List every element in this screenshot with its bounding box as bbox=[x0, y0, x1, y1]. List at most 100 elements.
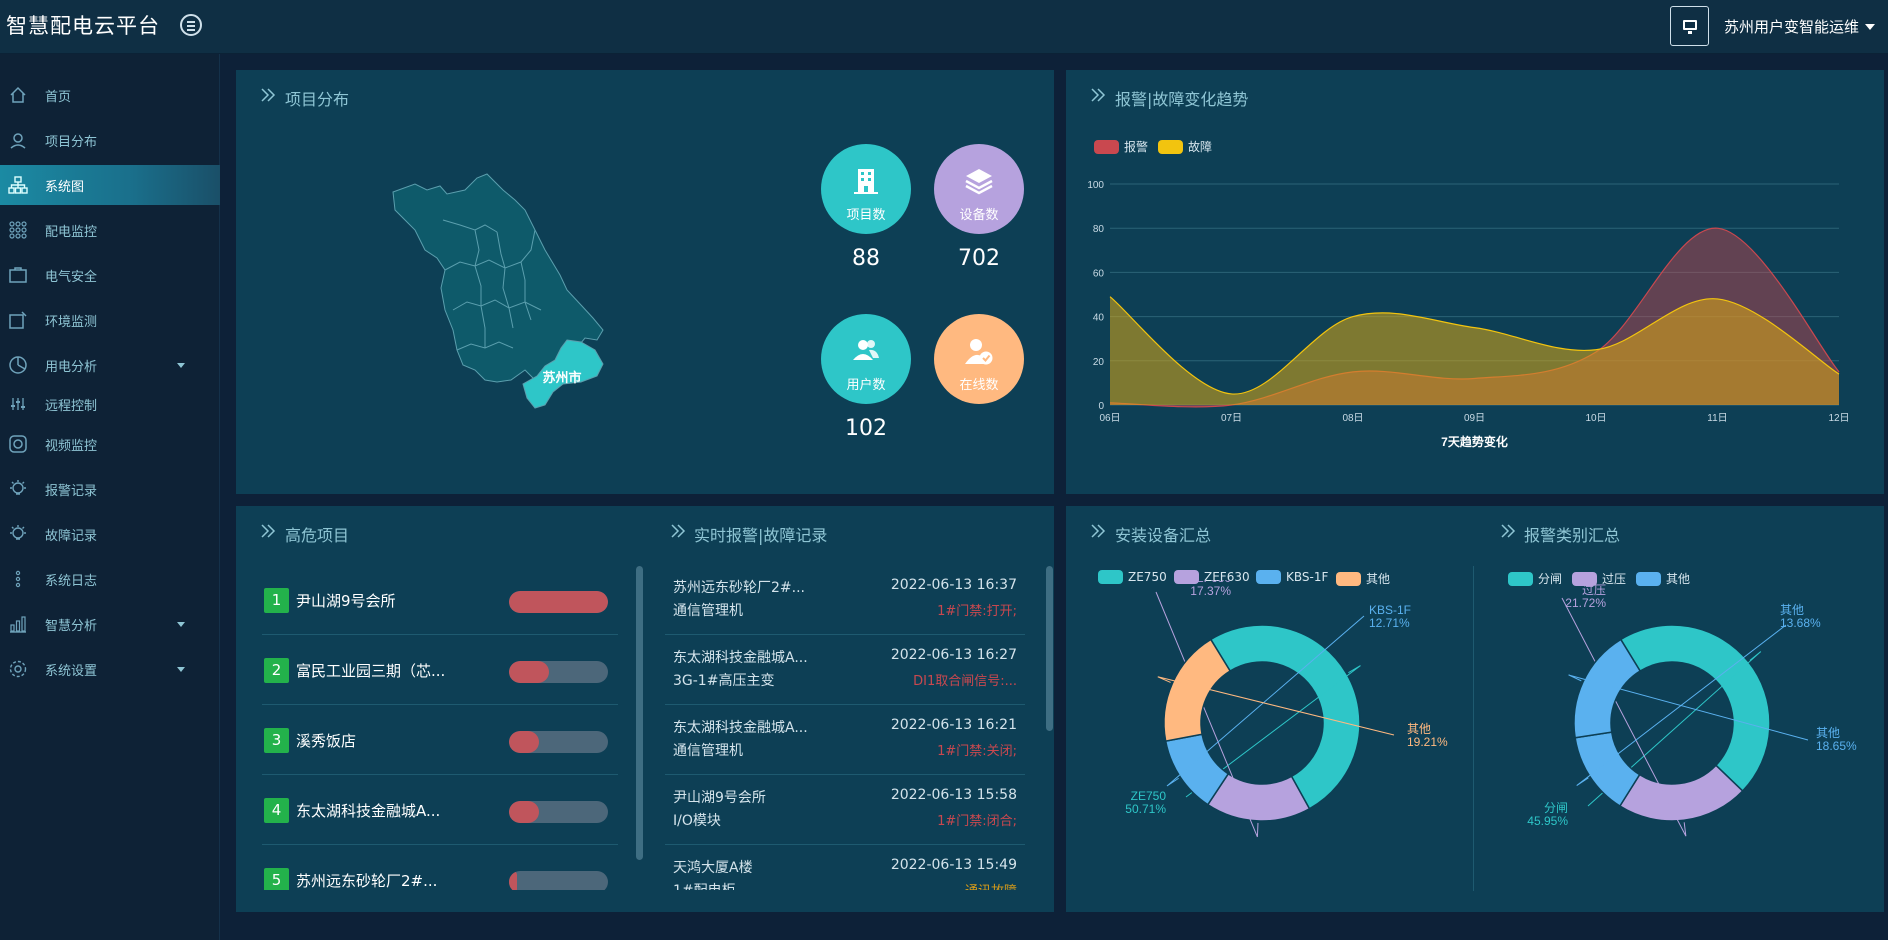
menu-toggle-icon[interactable] bbox=[180, 14, 202, 36]
sidebar-item-video-monitor[interactable]: 视频监控 bbox=[0, 424, 220, 464]
label-leader-line bbox=[1166, 615, 1365, 787]
alarm-status: 1#门禁:闭合; bbox=[937, 814, 1017, 829]
stat-value: 102 bbox=[845, 416, 887, 441]
sidebar-item-smart-analysis[interactable]: 智慧分析 bbox=[0, 604, 220, 644]
risk-level-fill bbox=[509, 801, 539, 823]
sidebar-item-label: 报警记录 bbox=[45, 483, 98, 499]
legend-label: 其他 bbox=[1366, 572, 1391, 586]
donut-slice[interactable] bbox=[1163, 638, 1232, 743]
sidebar-item-power-analysis[interactable]: 用电分析 bbox=[0, 345, 220, 385]
x-tick-label: 12日 bbox=[1828, 413, 1849, 424]
legend-fault[interactable]: 故障 bbox=[1158, 138, 1212, 155]
legend-overvoltage[interactable]: 过压 bbox=[1572, 570, 1626, 587]
sidebar-item-label: 电气安全 bbox=[45, 269, 98, 285]
alarm-status: 1#门禁:关闭; bbox=[937, 744, 1017, 759]
sidebar-item-label: 首页 bbox=[45, 89, 72, 105]
sidebar-item-system-log[interactable]: 系统日志 bbox=[0, 559, 220, 599]
risk-level-fill bbox=[509, 591, 608, 613]
sidebar-item-environment[interactable]: 环境监测 bbox=[0, 300, 220, 340]
legend-swatch bbox=[1256, 570, 1281, 584]
slice-name-label: 过压 bbox=[1582, 583, 1606, 597]
slice-percent-label: 17.37% bbox=[1190, 584, 1231, 598]
project-name: 东太湖科技金融城A... bbox=[296, 802, 441, 820]
legend-zef630[interactable]: ZEF630 bbox=[1174, 570, 1250, 584]
legend-kbs1f[interactable]: KBS-1F bbox=[1256, 570, 1328, 584]
alarm-device: I/O模块 bbox=[673, 813, 721, 829]
sidebar-item-distribution-monitor[interactable]: 配电监控 bbox=[0, 210, 220, 250]
alarm-device: 3G-1#高压主变 bbox=[673, 673, 775, 689]
rank-badge: 3 bbox=[264, 728, 289, 753]
user-check-icon bbox=[965, 339, 993, 365]
list-item[interactable]: 1 尹山湖9号会所 bbox=[262, 565, 618, 635]
sidebar-item-alarm-records[interactable]: 报警记录 bbox=[0, 469, 220, 509]
risk-alarm-lists: 1 尹山湖9号会所 2 富民工业园三期（芯... 3 溪秀饭店 4 东太湖科技金… bbox=[236, 565, 1054, 890]
alarm-status: DI1取合闸信号:... bbox=[913, 674, 1017, 689]
list-item[interactable]: 2 富民工业园三期（芯... bbox=[262, 635, 618, 705]
chevron-down-icon bbox=[177, 362, 185, 368]
alarm-time: 2022-06-13 16:27 bbox=[890, 647, 1017, 663]
donut-slice[interactable] bbox=[1619, 624, 1771, 793]
alarm-record-row[interactable]: 天鸿大厦A楼 1#配电柜 2022-06-13 15:49 通讯故障 bbox=[665, 845, 1025, 890]
sidebar-item-system-settings[interactable]: 系统设置 bbox=[0, 649, 220, 689]
province-map[interactable]: 苏州市 bbox=[385, 170, 650, 415]
double-chevron-icon bbox=[671, 524, 686, 538]
double-chevron-icon bbox=[1091, 88, 1106, 102]
donut-slice[interactable] bbox=[1573, 638, 1642, 739]
environment-icon bbox=[8, 310, 28, 330]
project-name: 富民工业园三期（芯... bbox=[296, 662, 446, 680]
list-item[interactable]: 5 苏州远东砂轮厂2#... bbox=[262, 845, 618, 890]
slice-name-label: 其他 bbox=[1816, 726, 1840, 740]
user-menu[interactable]: 苏州用户变智能运维 bbox=[1724, 16, 1876, 37]
legend-trip[interactable]: 分闸 bbox=[1508, 570, 1562, 587]
alarm-record-row[interactable]: 苏州远东砂轮厂2#... 通信管理机 2022-06-13 16:37 1#门禁… bbox=[665, 565, 1025, 635]
y-tick-label: 40 bbox=[1093, 313, 1105, 324]
slice-name-label: 其他 bbox=[1780, 603, 1804, 617]
bar-chart-icon bbox=[8, 614, 28, 634]
alarm-time: 2022-06-13 16:37 bbox=[890, 577, 1017, 593]
sidebar-item-project-distribution[interactable]: 项目分布 bbox=[0, 120, 220, 160]
top-header: 智慧配电云平台 苏州用户变智能运维 bbox=[0, 0, 1888, 54]
legend-swatch bbox=[1508, 571, 1533, 586]
alarm-list-scrollbar-thumb[interactable] bbox=[1046, 566, 1053, 731]
legend-swatch bbox=[1572, 571, 1597, 586]
alarm-record-row[interactable]: 东太湖科技金融城A... 通信管理机 2022-06-13 16:21 1#门禁… bbox=[665, 705, 1025, 775]
donut-slice[interactable] bbox=[1209, 624, 1361, 810]
sitemap-icon bbox=[8, 175, 28, 195]
sidebar-item-system-diagram[interactable]: 系统图 bbox=[0, 165, 220, 205]
y-tick-label: 60 bbox=[1093, 268, 1105, 279]
map-city-label: 苏州市 bbox=[542, 370, 581, 385]
project-name: 苏州远东砂轮厂2#... bbox=[296, 872, 438, 890]
x-tick-label: 07日 bbox=[1221, 413, 1242, 424]
legend-other[interactable]: 其他 bbox=[1636, 570, 1690, 587]
list-item[interactable]: 4 东太湖科技金融城A... bbox=[262, 775, 618, 845]
sidebar-item-remote-control[interactable]: 远程控制 bbox=[0, 384, 220, 424]
risk-list-scrollbar-thumb[interactable] bbox=[636, 566, 643, 860]
sidebar-item-fault-records[interactable]: 故障记录 bbox=[0, 514, 220, 554]
x-tick-label: 08日 bbox=[1342, 413, 1363, 424]
sidebar-item-home[interactable]: 首页 bbox=[0, 75, 220, 115]
chevron-down-icon bbox=[177, 621, 185, 627]
users-icon bbox=[853, 340, 879, 360]
area-fill-fault bbox=[1110, 296, 1839, 405]
project-distribution-panel bbox=[236, 70, 1054, 494]
sidebar-item-label: 故障记录 bbox=[45, 528, 98, 544]
alarm-project-name: 尹山湖9号会所 bbox=[673, 790, 766, 806]
alarm-record-row[interactable]: 东太湖科技金融城A... 3G-1#高压主变 2022-06-13 16:27 … bbox=[665, 635, 1025, 705]
fullscreen-monitor-button[interactable] bbox=[1670, 6, 1709, 46]
legend-other[interactable]: 其他 bbox=[1336, 570, 1390, 587]
legend-alarm[interactable]: 报警 bbox=[1094, 138, 1148, 155]
sidebar-item-electrical-safety[interactable]: 电气安全 bbox=[0, 255, 220, 295]
alarm-status: 1#门禁:打开; bbox=[937, 604, 1017, 619]
list-item[interactable]: 3 溪秀饭店 bbox=[262, 705, 618, 775]
sidebar-item-label: 用电分析 bbox=[45, 359, 98, 375]
chevron-down-icon bbox=[1865, 23, 1876, 30]
alarm-record-row[interactable]: 尹山湖9号会所 I/O模块 2022-06-13 15:58 1#门禁:闭合; bbox=[665, 775, 1025, 845]
legend-label: ZEF630 bbox=[1204, 570, 1250, 584]
trend-area-chart[interactable]: 0 20 40 60 80 100 06日 07日 08日 09日 10日 11日 12日 7天趋势变化 bbox=[1066, 170, 1884, 460]
sidebar-item-label: 智慧分析 bbox=[45, 618, 98, 634]
legend-ze750[interactable]: ZE750 bbox=[1098, 570, 1167, 584]
x-tick-label: 06日 bbox=[1099, 413, 1120, 424]
double-chevron-icon bbox=[261, 88, 276, 102]
